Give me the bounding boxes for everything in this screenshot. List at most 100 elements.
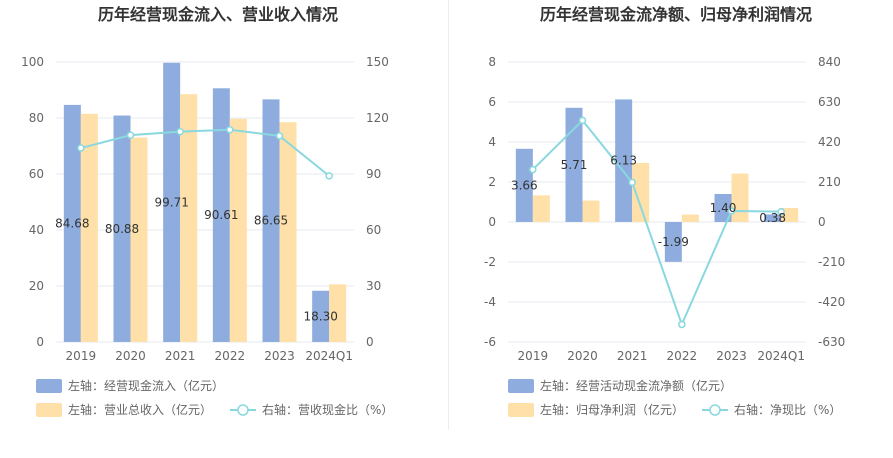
bar-primary[interactable] <box>565 107 583 222</box>
right-axis-tick: 420 <box>818 135 841 149</box>
bar-primary[interactable] <box>212 88 230 343</box>
panel-divider <box>448 0 449 430</box>
bar-secondary[interactable] <box>632 163 650 222</box>
right-axis-tick: 630 <box>818 95 841 109</box>
bar-primary[interactable] <box>615 99 633 222</box>
line-point[interactable] <box>126 131 135 139</box>
legend-label: 左轴：经营现金流入（亿元） <box>68 378 224 393</box>
x-axis-tick: 2019 <box>66 349 97 363</box>
x-axis-tick: 2021 <box>165 349 196 363</box>
bar-primary[interactable] <box>764 214 782 222</box>
net-cash-profit-chart: 历年经营现金流净额、归母净利润情况 3.66 5.71 6.13 -1.99 1.40 0… <box>484 5 845 417</box>
bar-data-label: 99.71 <box>154 195 188 209</box>
legend-label: 左轴：经营活动现金流净额（亿元） <box>540 378 732 393</box>
left-axis-tick: 20 <box>29 279 44 293</box>
right-axis-tick: 150 <box>366 55 389 69</box>
legend-item[interactable]: 右轴：营收现金比（%） <box>230 402 393 417</box>
right-axis-tick: 840 <box>818 55 841 69</box>
bar-secondary[interactable] <box>582 200 600 222</box>
left-axis-tick: 40 <box>29 223 44 237</box>
bar-primary[interactable] <box>312 290 330 342</box>
left-axis-tick: -2 <box>484 255 496 269</box>
legend-label: 左轴：营业总收入（亿元） <box>68 402 212 417</box>
bar-secondary[interactable] <box>731 173 749 222</box>
right-axis-tick: 0 <box>818 215 826 229</box>
line-point[interactable] <box>325 172 333 180</box>
line-point[interactable] <box>77 144 85 152</box>
bar-data-label: 84.68 <box>55 216 89 230</box>
bar-primary[interactable] <box>664 222 682 262</box>
left-axis-tick: 6 <box>488 95 496 109</box>
bar-secondary[interactable] <box>329 284 347 342</box>
bar-secondary[interactable] <box>180 94 198 342</box>
legend-marker-icon <box>237 404 249 416</box>
bar-data-label: 90.61 <box>204 208 238 222</box>
bar-secondary[interactable] <box>80 113 98 342</box>
x-axis-tick: 2023 <box>264 349 295 363</box>
line-point[interactable] <box>727 207 736 215</box>
bar-data-label: 5.71 <box>561 158 588 172</box>
line-point[interactable] <box>777 207 785 216</box>
x-axis-tick: 2024Q1 <box>305 349 353 363</box>
line-point[interactable] <box>176 127 184 136</box>
left-axis-tick: 80 <box>29 111 44 125</box>
left-axis-tick: 100 <box>21 55 44 69</box>
cash-inflow-revenue-chart-panel: 历年经营现金流入、营业收入情况 84.68 80.88 99.71 90.61 86.6… <box>0 0 446 430</box>
bar-data-label: 80.88 <box>105 222 139 236</box>
left-axis-tick: -4 <box>484 295 496 309</box>
bar-data-label: 86.65 <box>254 214 288 228</box>
left-axis-tick: 4 <box>488 135 496 149</box>
left-axis-tick: 0 <box>36 335 44 349</box>
right-axis-tick: -630 <box>818 335 845 349</box>
bar-primary[interactable] <box>113 115 131 342</box>
legend-item[interactable]: 左轴：营业总收入（亿元） <box>36 402 212 417</box>
x-axis-tick: 2020 <box>567 349 598 363</box>
legend-item[interactable]: 右轴：净现比（%） <box>702 402 841 417</box>
legend-swatch <box>36 403 62 417</box>
net-cash-profit-chart-panel: 历年经营现金流净额、归母净利润情况 3.66 5.71 6.13 -1.99 1.40 0… <box>450 0 893 430</box>
left-axis-tick: -6 <box>484 335 496 349</box>
legend-label: 右轴：净现比（%） <box>734 402 841 417</box>
right-axis-tick: 30 <box>366 279 381 293</box>
line-point[interactable] <box>628 178 636 187</box>
bar-primary[interactable] <box>262 99 280 342</box>
left-axis-tick: 0 <box>488 215 496 229</box>
left-axis-tick: 60 <box>29 167 44 181</box>
bar-secondary[interactable] <box>532 195 550 222</box>
right-axis-tick: 210 <box>818 175 841 189</box>
legend-item[interactable]: 左轴：经营活动现金流净额（亿元） <box>508 378 732 393</box>
line-point[interactable] <box>275 132 284 140</box>
bar-data-label: -1.99 <box>658 235 689 249</box>
bar-secondary[interactable] <box>279 122 297 342</box>
bar-primary[interactable] <box>63 104 81 342</box>
bar-secondary[interactable] <box>229 118 247 342</box>
bar-secondary[interactable] <box>781 208 799 222</box>
bar-data-label: 18.30 <box>303 309 337 323</box>
chart-title: 历年经营现金流入、营业收入情况 <box>98 5 338 24</box>
line-point[interactable] <box>529 165 537 174</box>
bar-primary[interactable] <box>515 148 533 222</box>
legend-swatch <box>508 403 534 417</box>
cash-inflow-revenue-chart: 历年经营现金流入、营业收入情况 84.68 80.88 99.71 90.61 86.6… <box>21 5 393 417</box>
legend-label: 左轴：归母净利润（亿元） <box>540 402 684 417</box>
bar-secondary[interactable] <box>681 214 699 222</box>
bar-data-label: 1.40 <box>710 201 737 215</box>
x-axis-tick: 2022 <box>215 349 246 363</box>
x-axis-tick: 2020 <box>115 349 146 363</box>
line-point[interactable] <box>226 126 234 134</box>
left-axis-tick: 8 <box>488 55 496 69</box>
bar-secondary[interactable] <box>130 137 148 342</box>
legend-item[interactable]: 左轴：归母净利润（亿元） <box>508 402 684 417</box>
legend-swatch <box>36 379 62 393</box>
right-axis-tick: 0 <box>366 335 374 349</box>
left-axis-tick: 2 <box>488 175 496 189</box>
right-axis-tick: -420 <box>818 295 845 309</box>
x-axis-tick: 2021 <box>617 349 648 363</box>
bar-primary[interactable] <box>714 194 732 222</box>
legend-swatch <box>508 379 534 393</box>
line-point[interactable] <box>578 116 587 125</box>
line-series <box>532 118 782 328</box>
line-point[interactable] <box>678 320 686 329</box>
legend-item[interactable]: 左轴：经营现金流入（亿元） <box>36 378 224 393</box>
bar-data-label: 6.13 <box>610 154 637 168</box>
